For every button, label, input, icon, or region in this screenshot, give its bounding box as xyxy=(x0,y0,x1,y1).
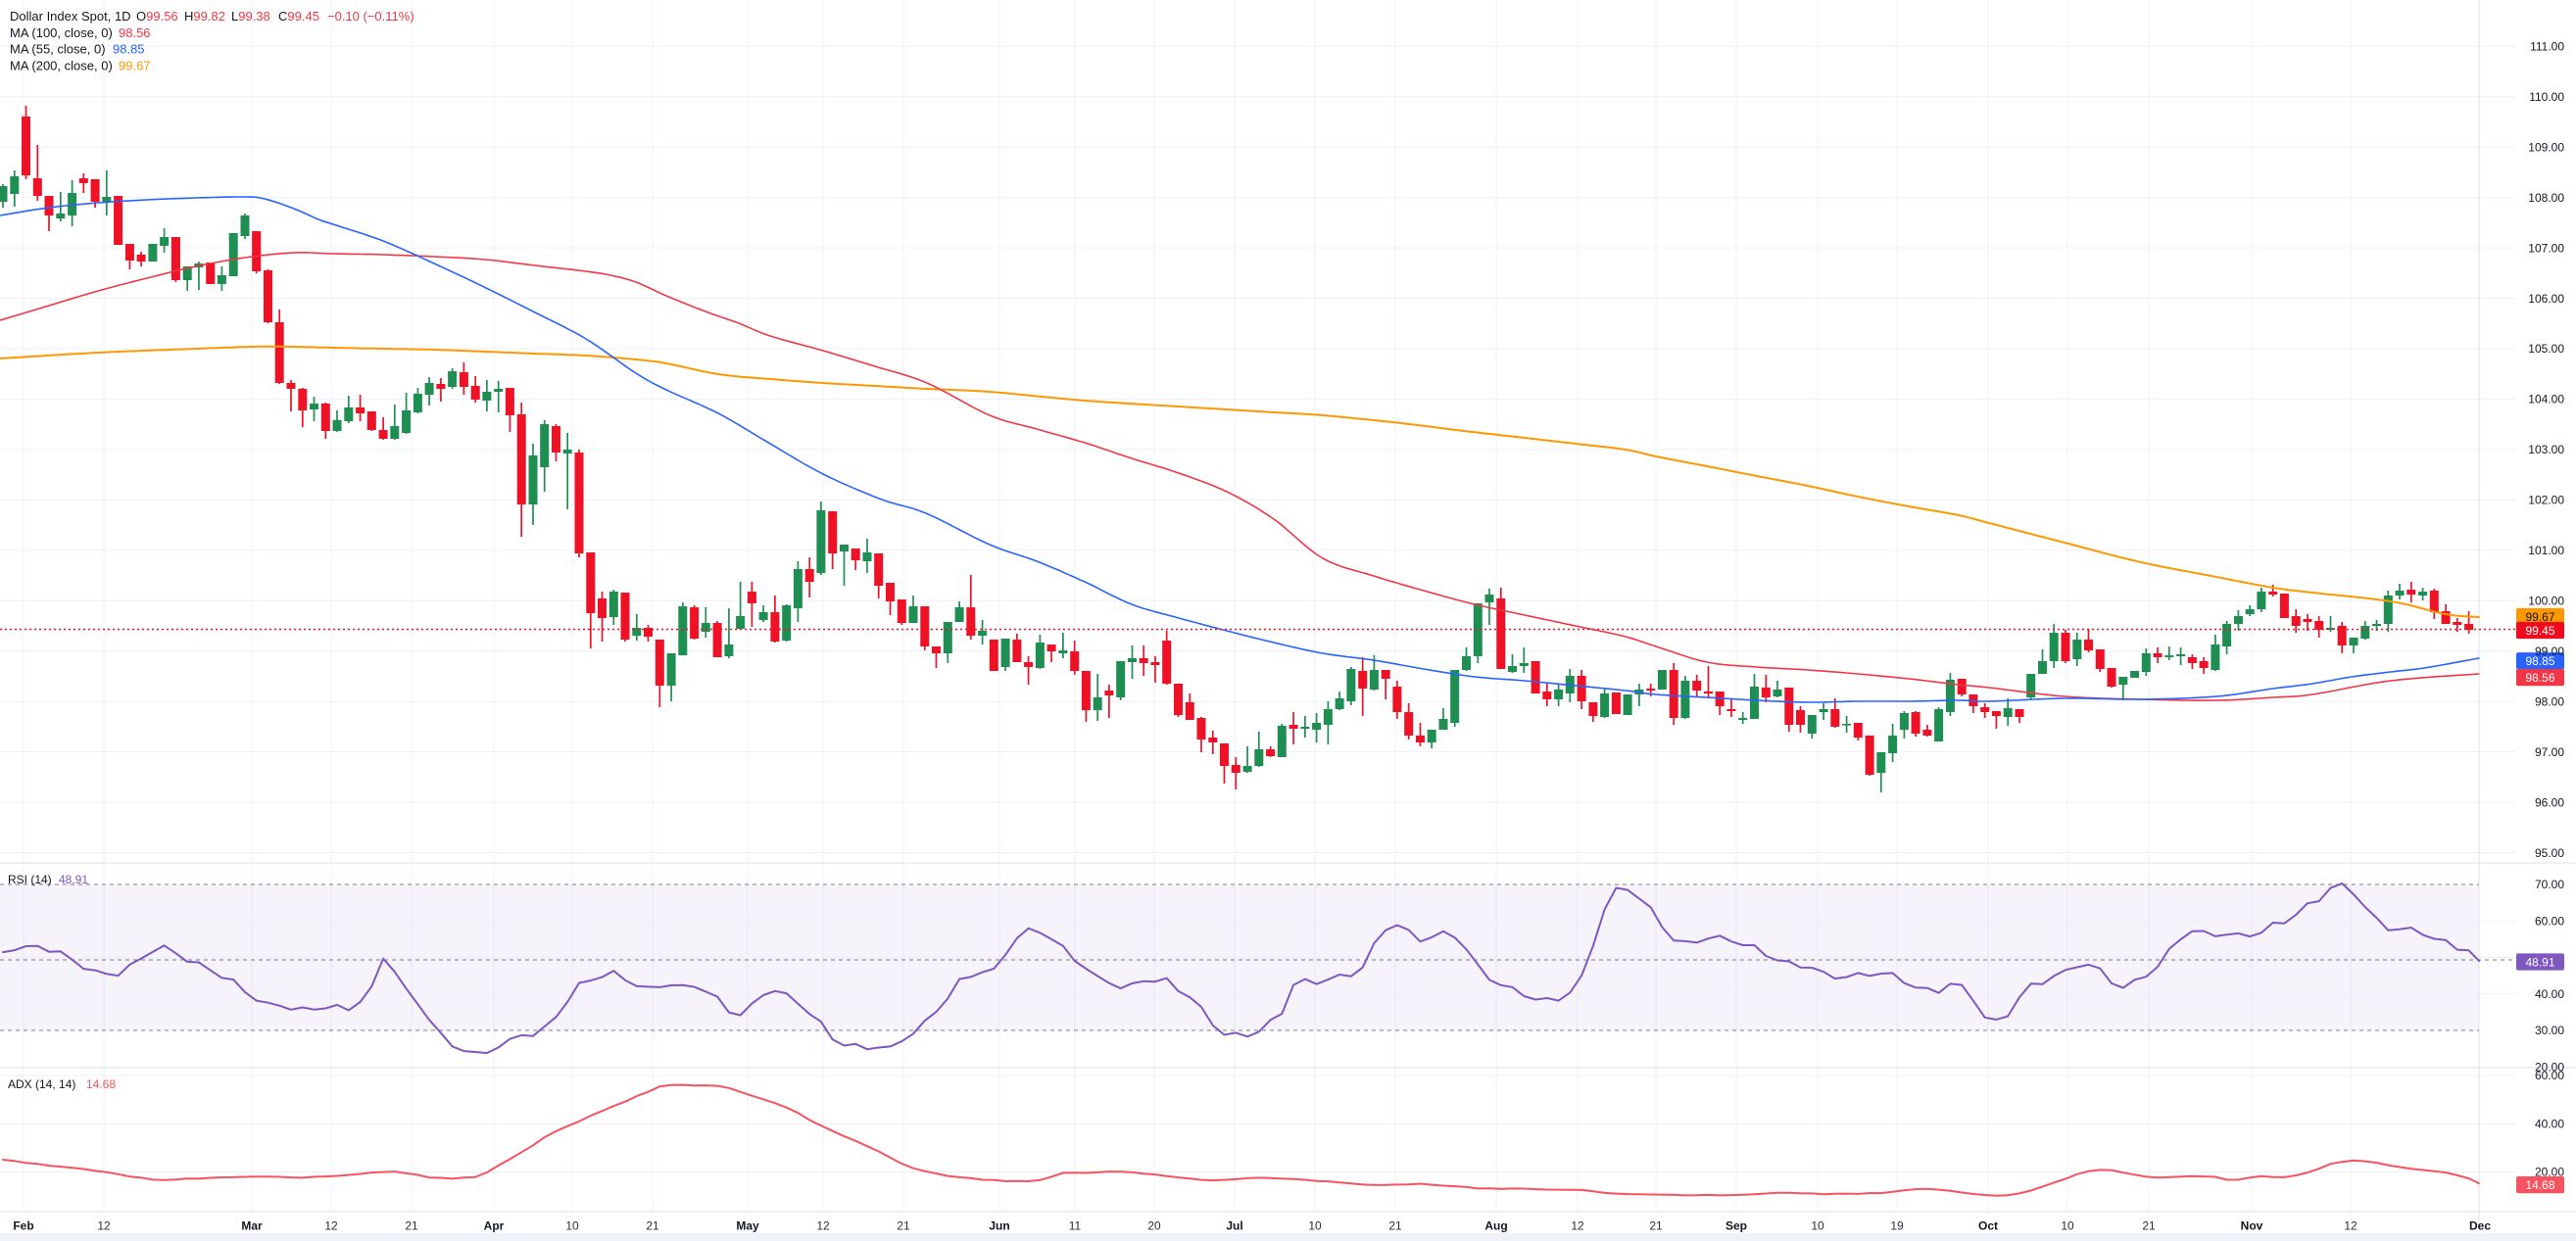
svg-text:60.00: 60.00 xyxy=(2535,1069,2564,1082)
svg-text:MA (55, close, 0): MA (55, close, 0) xyxy=(10,42,106,57)
svg-text:Dollar Index Spot, 1D: Dollar Index Spot, 1D xyxy=(10,9,131,24)
svg-text:12: 12 xyxy=(816,1219,830,1233)
svg-text:−0.10 (−0.11%): −0.10 (−0.11%) xyxy=(327,9,414,24)
svg-text:Feb: Feb xyxy=(13,1219,33,1233)
svg-text:10: 10 xyxy=(1811,1219,1824,1233)
svg-text:19: 19 xyxy=(1890,1219,1904,1233)
svg-text:30.00: 30.00 xyxy=(2535,1024,2564,1037)
svg-text:14.68: 14.68 xyxy=(86,1077,116,1091)
svg-text:101.00: 101.00 xyxy=(2528,544,2564,557)
svg-text:O99.56: O99.56 xyxy=(136,9,178,24)
svg-text:Mar: Mar xyxy=(241,1219,263,1233)
svg-text:21: 21 xyxy=(1649,1219,1663,1233)
svg-text:104.00: 104.00 xyxy=(2528,393,2564,406)
svg-text:20.00: 20.00 xyxy=(2535,1061,2564,1074)
svg-text:10: 10 xyxy=(1308,1219,1322,1233)
svg-text:H99.82: H99.82 xyxy=(184,9,225,24)
svg-text:99.67: 99.67 xyxy=(2525,610,2554,624)
svg-text:RSI (14): RSI (14) xyxy=(8,873,52,886)
svg-text:10: 10 xyxy=(565,1219,579,1233)
svg-text:108.00: 108.00 xyxy=(2528,191,2564,205)
svg-text:Jun: Jun xyxy=(989,1219,1009,1233)
svg-text:12: 12 xyxy=(2344,1219,2357,1233)
svg-text:99.67: 99.67 xyxy=(119,59,151,73)
svg-text:10: 10 xyxy=(2061,1219,2074,1233)
svg-text:98.56: 98.56 xyxy=(2525,671,2554,685)
svg-text:Aug: Aug xyxy=(1484,1219,1507,1233)
svg-text:20.00: 20.00 xyxy=(2535,1166,2564,1179)
svg-text:60.00: 60.00 xyxy=(2535,915,2564,929)
svg-text:L99.38: L99.38 xyxy=(231,9,270,24)
svg-text:21: 21 xyxy=(646,1219,659,1233)
svg-text:99.45: 99.45 xyxy=(2525,624,2554,638)
svg-text:98.56: 98.56 xyxy=(119,25,151,40)
svg-text:70.00: 70.00 xyxy=(2535,878,2564,891)
svg-text:97.00: 97.00 xyxy=(2535,745,2564,759)
svg-text:99.00: 99.00 xyxy=(2535,644,2564,658)
svg-text:48.91: 48.91 xyxy=(59,873,88,886)
svg-text:Jul: Jul xyxy=(1226,1219,1242,1233)
svg-text:Sep: Sep xyxy=(1725,1219,1747,1233)
svg-text:40.00: 40.00 xyxy=(2535,1118,2564,1131)
svg-text:12: 12 xyxy=(1571,1219,1584,1233)
svg-text:103.00: 103.00 xyxy=(2528,443,2564,456)
svg-text:102.00: 102.00 xyxy=(2528,494,2564,507)
svg-text:109.00: 109.00 xyxy=(2528,140,2564,154)
svg-text:100.00: 100.00 xyxy=(2528,595,2564,608)
svg-text:110.00: 110.00 xyxy=(2529,90,2564,104)
svg-text:21: 21 xyxy=(2142,1219,2156,1233)
svg-text:95.00: 95.00 xyxy=(2535,846,2564,860)
svg-text:21: 21 xyxy=(1388,1219,1402,1233)
svg-text:96.00: 96.00 xyxy=(2535,795,2564,809)
svg-text:107.00: 107.00 xyxy=(2528,241,2564,255)
svg-text:105.00: 105.00 xyxy=(2528,342,2564,356)
svg-text:Dec: Dec xyxy=(2469,1219,2491,1233)
svg-text:21: 21 xyxy=(405,1219,418,1233)
svg-text:12: 12 xyxy=(97,1219,111,1233)
svg-text:Nov: Nov xyxy=(2241,1219,2263,1233)
svg-text:40.00: 40.00 xyxy=(2535,987,2564,1001)
svg-text:98.85: 98.85 xyxy=(2525,654,2554,668)
svg-text:Oct: Oct xyxy=(1978,1219,1998,1233)
svg-text:98.85: 98.85 xyxy=(113,42,145,57)
svg-text:11: 11 xyxy=(1069,1219,1082,1233)
svg-text:21: 21 xyxy=(897,1219,910,1233)
svg-text:MA (100, close, 0): MA (100, close, 0) xyxy=(10,25,113,40)
svg-text:20: 20 xyxy=(1147,1219,1161,1233)
svg-text:MA (200, close, 0): MA (200, close, 0) xyxy=(10,59,113,73)
svg-text:ADX (14, 14): ADX (14, 14) xyxy=(8,1077,75,1091)
svg-text:Apr: Apr xyxy=(484,1219,505,1233)
svg-text:May: May xyxy=(736,1219,759,1233)
svg-text:14.68: 14.68 xyxy=(2525,1178,2554,1192)
svg-text:98.00: 98.00 xyxy=(2535,694,2564,708)
svg-text:C99.45: C99.45 xyxy=(278,9,319,24)
svg-text:106.00: 106.00 xyxy=(2528,292,2564,306)
svg-text:48.91: 48.91 xyxy=(2525,955,2554,969)
svg-text:111.00: 111.00 xyxy=(2530,40,2564,54)
svg-text:12: 12 xyxy=(324,1219,338,1233)
